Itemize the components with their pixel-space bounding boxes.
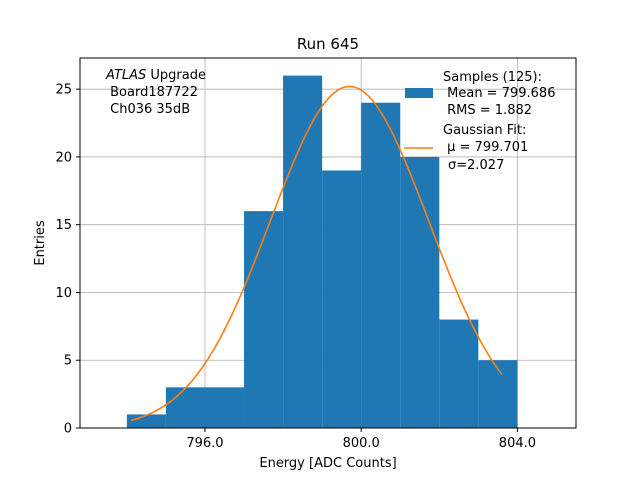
y-tick-label: 5 bbox=[64, 354, 72, 369]
histogram-bar bbox=[244, 211, 284, 428]
histogram-bar bbox=[283, 75, 323, 428]
histogram-bar bbox=[478, 360, 518, 428]
annotation-experiment-line: ATLAS Upgrade bbox=[105, 68, 206, 83]
x-axis-ticks: 796.0 800.0 804.0 bbox=[186, 428, 536, 451]
x-tick-label: 800.0 bbox=[343, 436, 380, 451]
legend-fit-mu: μ = 799.701 bbox=[443, 140, 528, 155]
y-axis-ticks: 0 5 10 15 20 25 bbox=[55, 83, 80, 437]
annotation-experiment: ATLAS bbox=[105, 68, 146, 83]
y-tick-label: 20 bbox=[55, 150, 72, 165]
legend-fit-sigma: σ=2.027 bbox=[448, 158, 504, 173]
y-axis-label: Entries bbox=[33, 220, 48, 266]
histogram-bar bbox=[439, 319, 479, 428]
gaussian-fit-line bbox=[130, 85, 503, 422]
gaussian-fit bbox=[130, 85, 503, 422]
annotation-channel: Ch036 35dB bbox=[106, 102, 190, 117]
histogram-bar bbox=[322, 170, 362, 428]
x-tick-label: 804.0 bbox=[499, 436, 536, 451]
legend-samples-mean: Mean = 799.686 bbox=[443, 86, 555, 101]
histogram-bars bbox=[126, 75, 518, 428]
x-tick-label: 796.0 bbox=[186, 436, 223, 451]
legend-fit-title: Gaussian Fit: bbox=[443, 123, 526, 138]
chart-title: Run 645 bbox=[297, 35, 359, 53]
histogram-bar bbox=[204, 387, 245, 428]
plot-frame bbox=[79, 57, 577, 429]
y-tick-label: 25 bbox=[55, 83, 72, 98]
legend-samples-title: Samples (125): bbox=[443, 70, 542, 85]
histogram-bar bbox=[361, 102, 401, 428]
histogram-bar bbox=[400, 156, 440, 428]
y-tick-label: 0 bbox=[64, 422, 72, 437]
annotation-board: Board187722 bbox=[106, 85, 198, 100]
legend: Samples (125): Mean = 799.686 RMS = 1.88… bbox=[404, 70, 555, 173]
legend-samples-swatch bbox=[405, 88, 433, 98]
histogram-bar bbox=[165, 387, 205, 428]
legend-samples-rms: RMS = 1.882 bbox=[443, 103, 532, 118]
histogram-bar bbox=[126, 414, 166, 428]
run-annotation: ATLAS Upgrade Board187722 Ch036 35dB bbox=[105, 68, 206, 117]
annotation-experiment-suffix: Upgrade bbox=[146, 68, 206, 83]
x-axis-label: Energy [ADC Counts] bbox=[259, 456, 396, 471]
y-tick-label: 10 bbox=[55, 286, 72, 301]
y-tick-label: 15 bbox=[55, 218, 72, 233]
